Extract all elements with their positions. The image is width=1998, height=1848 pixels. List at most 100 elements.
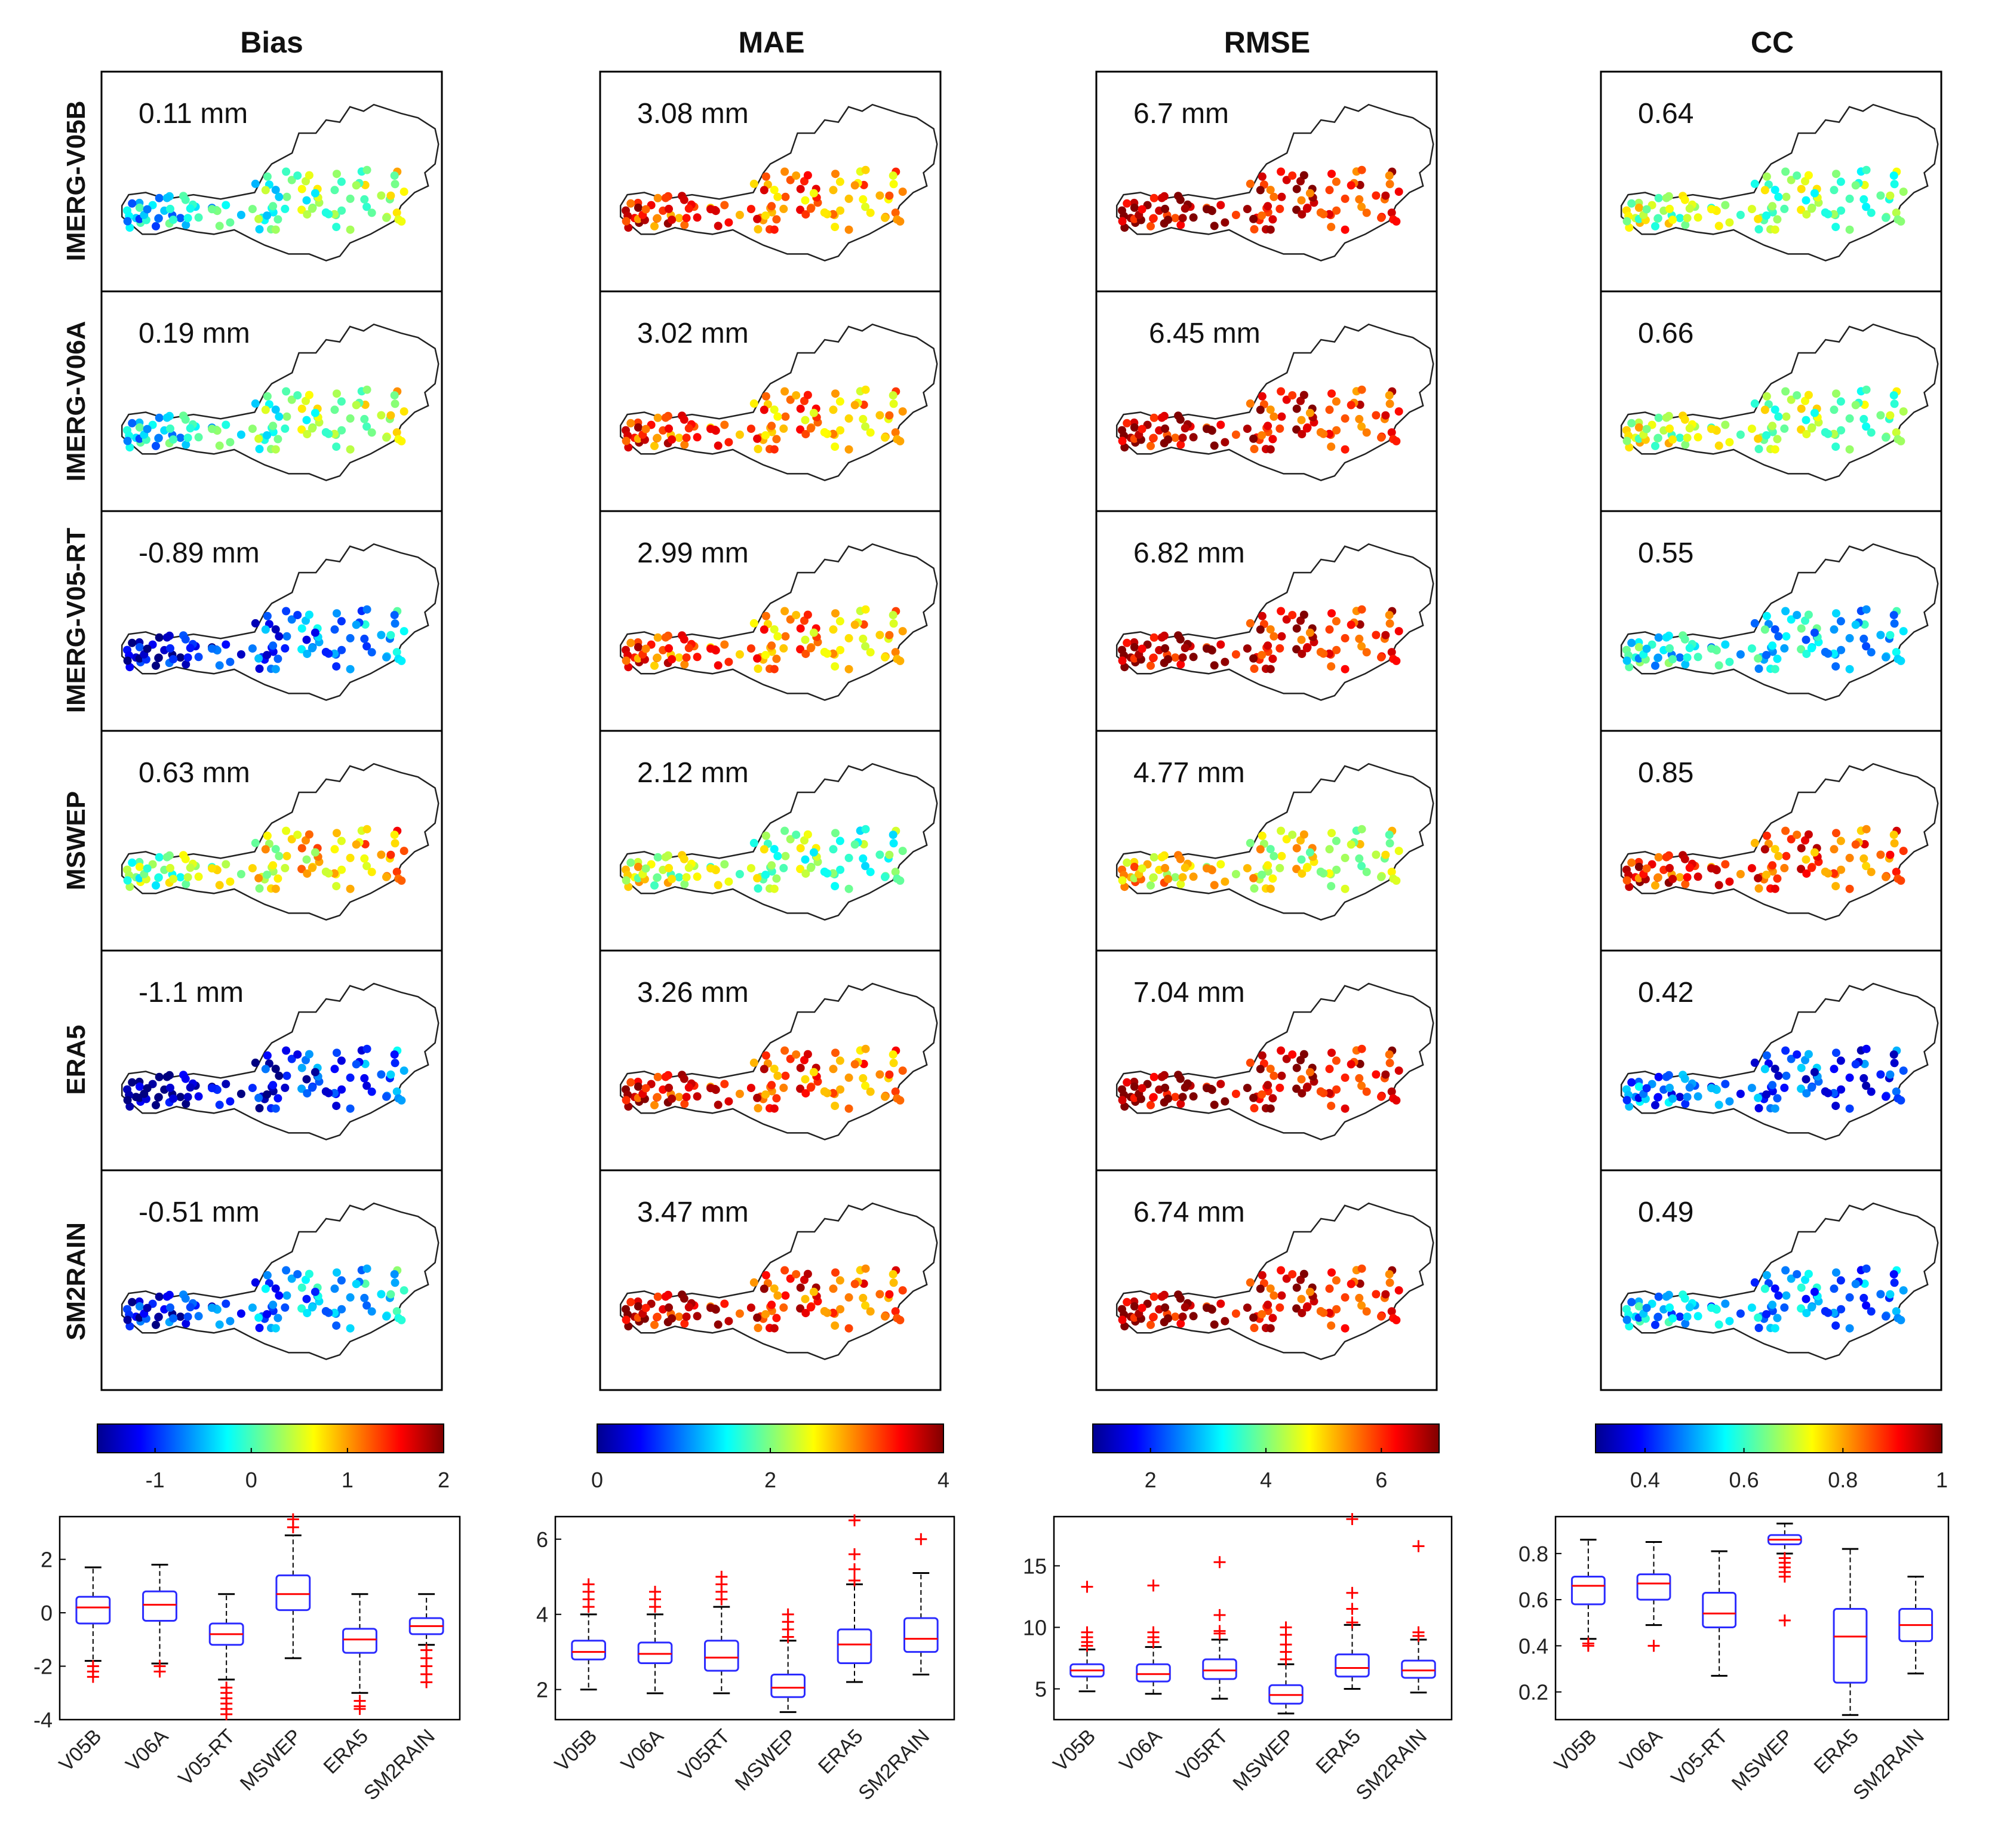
iqr-box	[837, 1628, 872, 1665]
station-dot	[1651, 222, 1659, 230]
station-dot	[634, 203, 643, 212]
station-dot	[779, 1083, 788, 1092]
station-dot	[1357, 202, 1366, 211]
station-dot	[792, 391, 801, 400]
station-dot	[1288, 1050, 1297, 1059]
station-dot	[308, 863, 316, 872]
station-dot	[208, 1084, 216, 1093]
y-tick-label: 0.8	[1519, 1542, 1548, 1566]
station-dot	[898, 187, 907, 196]
station-dot	[248, 644, 257, 653]
station-dot	[152, 441, 160, 450]
station-dot	[1680, 635, 1689, 644]
station-dot	[1707, 644, 1716, 653]
station-dot	[1266, 845, 1275, 854]
station-dot	[1892, 648, 1901, 657]
station-dot	[1249, 1313, 1258, 1322]
station-dot	[1750, 619, 1759, 628]
iqr-box	[1136, 1663, 1171, 1683]
station-dot	[1297, 1075, 1306, 1084]
station-dot	[169, 1314, 178, 1323]
y-tick-label: 6	[536, 1527, 548, 1552]
station-dot	[773, 632, 782, 641]
station-dot	[186, 1083, 195, 1092]
station-dot	[668, 216, 677, 225]
station-dot	[1325, 210, 1334, 219]
station-dot	[1221, 1317, 1229, 1326]
station-dot	[1725, 657, 1734, 666]
colorbar-tick-label: 0	[591, 1468, 603, 1492]
station-dot	[735, 1090, 744, 1098]
station-dot	[123, 876, 132, 885]
station-dot	[337, 206, 346, 215]
colorbar-tick-label: 0.4	[1630, 1468, 1660, 1492]
station-dot	[1118, 1315, 1127, 1324]
station-dot	[254, 874, 263, 883]
station-dot	[143, 1084, 152, 1093]
station-dot	[624, 1102, 633, 1111]
station-dot	[861, 422, 870, 431]
station-dot	[831, 829, 840, 838]
station-dot	[271, 1324, 280, 1333]
map-metric-value: 6.7 mm	[1133, 98, 1229, 130]
station-dot	[1760, 405, 1769, 414]
station-dot	[801, 416, 810, 425]
station-dot	[1266, 1065, 1275, 1074]
station-dot	[330, 1065, 339, 1074]
station-dot	[1275, 863, 1284, 872]
station-dot	[1385, 171, 1394, 180]
station-dot	[753, 654, 762, 663]
station-dot	[1355, 1293, 1364, 1302]
station-dot	[1725, 877, 1734, 886]
station-dot	[1258, 831, 1267, 840]
station-dot	[1681, 220, 1690, 229]
map-panel: 3.08 mm	[599, 70, 942, 293]
panel-title-cc: CC	[1751, 26, 1794, 59]
station-dot	[1161, 644, 1169, 653]
outlier-marker	[1778, 1614, 1791, 1626]
station-dot	[1387, 428, 1396, 437]
station-dot	[362, 422, 371, 431]
station-dot	[1832, 1048, 1840, 1057]
station-dot	[650, 441, 659, 450]
station-dot	[1807, 204, 1816, 213]
station-dot	[1836, 617, 1845, 626]
station-dot	[1837, 1085, 1846, 1094]
map-panel: 4.77 mm	[1095, 730, 1438, 952]
station-dot	[796, 844, 805, 853]
station-dot	[829, 869, 838, 878]
category-label: V06A	[1115, 1725, 1166, 1776]
station-dot	[281, 1083, 290, 1092]
station-dot	[1302, 1083, 1311, 1092]
station-dot	[1851, 620, 1860, 629]
station-dot	[1681, 1099, 1690, 1108]
station-dot	[251, 838, 260, 847]
station-dot	[1867, 1307, 1876, 1316]
station-dot	[1889, 1050, 1898, 1059]
station-dot	[1176, 635, 1185, 644]
station-dot	[898, 1286, 907, 1295]
station-dot	[624, 663, 633, 672]
boxplot-axes	[59, 1515, 461, 1721]
station-dot	[780, 607, 789, 616]
station-dot	[1685, 1303, 1694, 1312]
station-dot	[809, 408, 818, 417]
station-dot	[1282, 1274, 1291, 1283]
iqr-box	[770, 1673, 806, 1698]
station-dot	[780, 1046, 789, 1055]
station-dot	[714, 222, 723, 230]
station-dot	[1210, 1320, 1219, 1329]
station-dot	[760, 186, 769, 195]
station-dot	[1275, 644, 1284, 653]
station-dot	[724, 1317, 733, 1326]
station-dot	[761, 1271, 770, 1280]
station-dot	[1651, 661, 1659, 670]
station-dot	[1787, 835, 1796, 844]
station-dot	[399, 187, 408, 196]
station-dot	[714, 661, 723, 670]
map-panel: 2.99 mm	[599, 510, 942, 732]
station-dot	[382, 433, 391, 442]
station-dot	[835, 1056, 844, 1065]
station-dot	[749, 399, 758, 408]
station-dot	[803, 390, 812, 399]
